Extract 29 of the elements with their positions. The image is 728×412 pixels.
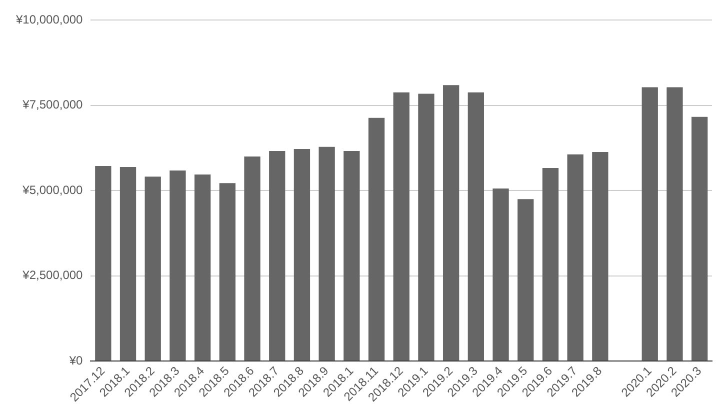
bar bbox=[492, 188, 509, 361]
bar bbox=[219, 183, 236, 361]
bar bbox=[418, 94, 434, 361]
bar bbox=[368, 118, 385, 361]
bar bbox=[393, 92, 410, 361]
bar bbox=[344, 151, 360, 361]
bar bbox=[170, 170, 186, 361]
bar bbox=[542, 168, 559, 361]
bar bbox=[692, 116, 708, 361]
bar bbox=[269, 151, 286, 361]
bar bbox=[442, 85, 460, 361]
bar bbox=[95, 166, 112, 361]
y-tick-label: ¥5,000,000 bbox=[22, 182, 84, 197]
bar bbox=[318, 146, 335, 361]
y-tick-label: ¥7,500,000 bbox=[22, 98, 84, 112]
y-tick-label: ¥2,500,000 bbox=[22, 268, 84, 282]
bar bbox=[666, 87, 683, 361]
bar bbox=[567, 154, 584, 361]
bar bbox=[518, 199, 534, 361]
bar bbox=[120, 167, 136, 361]
bar bbox=[468, 92, 484, 361]
bar bbox=[294, 148, 310, 361]
bar bbox=[194, 174, 211, 361]
y-tick-label: ¥0 bbox=[68, 353, 84, 368]
bar bbox=[244, 156, 260, 361]
bar bbox=[592, 152, 608, 361]
bar bbox=[144, 176, 161, 361]
y-tick-label: ¥10,000,000 bbox=[15, 12, 84, 26]
bar bbox=[642, 87, 658, 361]
